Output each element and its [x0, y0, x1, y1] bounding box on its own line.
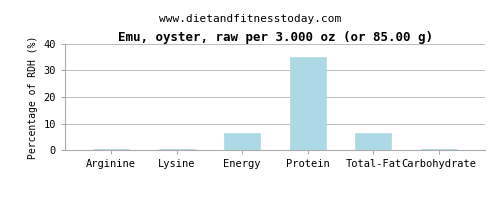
Bar [356, 133, 392, 150]
Bar [224, 133, 260, 150]
Bar [290, 57, 326, 150]
Bar [421, 149, 457, 150]
Text: www.dietandfitnesstoday.com: www.dietandfitnesstoday.com [159, 14, 341, 24]
Title: Emu, oyster, raw per 3.000 oz (or 85.00 g): Emu, oyster, raw per 3.000 oz (or 85.00 … [118, 31, 432, 44]
Bar [158, 149, 194, 150]
Y-axis label: Percentage of RDH (%): Percentage of RDH (%) [28, 35, 38, 159]
Bar [93, 149, 129, 150]
